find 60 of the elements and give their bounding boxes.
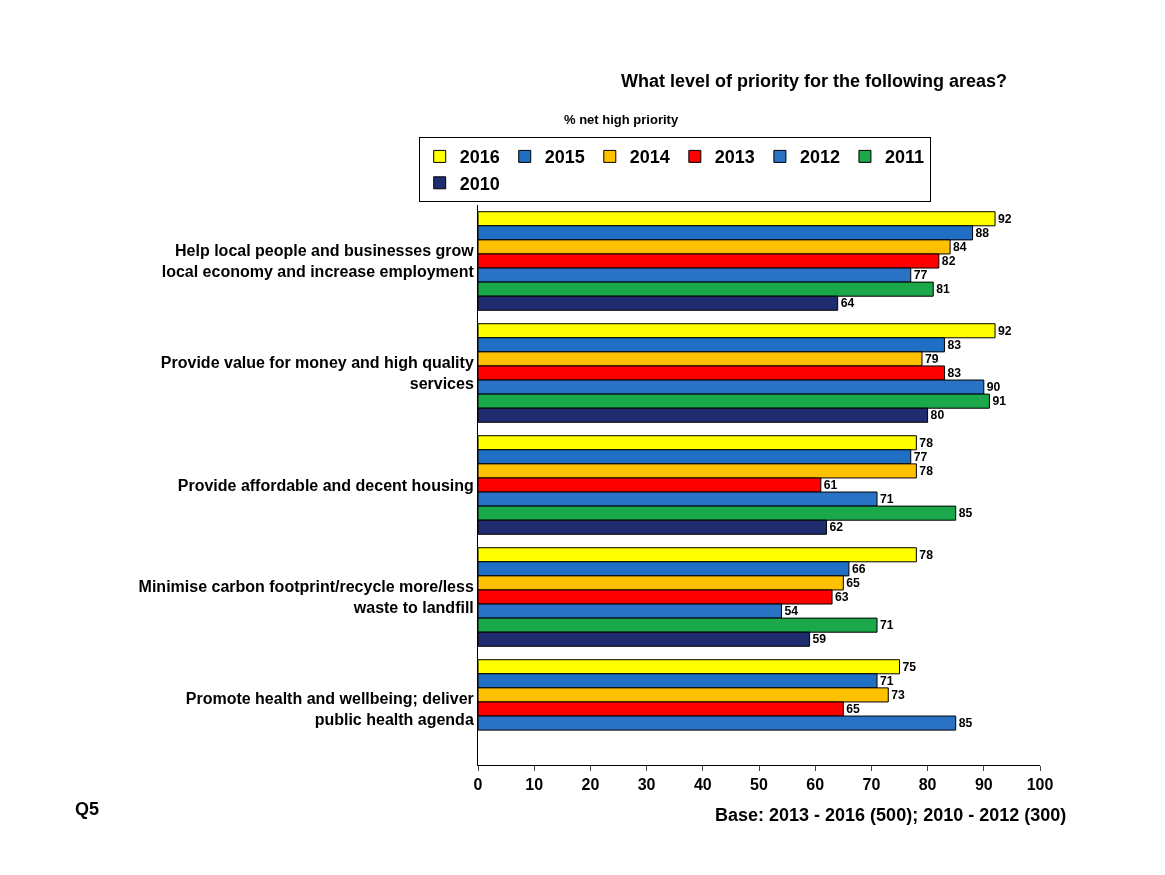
data-label: 91 <box>992 394 1007 409</box>
data-label: 77 <box>913 450 928 465</box>
x-tick-label: 20 <box>581 776 600 794</box>
data-label: 78 <box>919 464 934 479</box>
data-label: 75 <box>902 659 917 674</box>
legend-label: 2016 <box>459 147 500 168</box>
legend-label: 2010 <box>459 173 500 194</box>
y-tick-label: Promote health and wellbeing; deliver public health agenda <box>185 690 474 728</box>
legend-label: 2013 <box>714 147 755 168</box>
y-tick-label: Provide value for money and high quality services <box>160 354 474 392</box>
data-label: 77 <box>913 268 928 283</box>
data-label: 71 <box>880 492 894 507</box>
data-label: 81 <box>936 282 951 297</box>
x-tick-label: 60 <box>806 776 825 794</box>
data-label: 71 <box>880 618 894 633</box>
data-label: 83 <box>947 338 962 353</box>
chart-subtitle: % net high priority <box>564 112 679 127</box>
data-label: 65 <box>846 702 861 717</box>
legend-label: 2012 <box>799 147 840 168</box>
data-label: 62 <box>829 520 844 535</box>
legend-label: 2014 <box>629 147 670 168</box>
data-label: 90 <box>986 380 1001 395</box>
data-label: 92 <box>998 323 1012 338</box>
x-tick-label: 10 <box>525 776 544 794</box>
x-tick-label: 70 <box>862 776 881 794</box>
data-label: 82 <box>941 254 956 269</box>
data-label: 85 <box>958 716 973 731</box>
data-label: 78 <box>919 547 934 562</box>
data-label: 61 <box>823 478 838 493</box>
data-label: 79 <box>924 352 939 367</box>
x-tick-label: 80 <box>918 776 937 794</box>
data-label: 85 <box>958 506 973 521</box>
x-tick-label: 50 <box>750 776 768 794</box>
data-label: 78 <box>919 435 934 450</box>
legend-label: 2011 <box>884 147 924 168</box>
data-label: 65 <box>846 576 861 591</box>
data-label: 66 <box>851 562 866 577</box>
data-label: 80 <box>930 408 945 423</box>
x-tick-label: 0 <box>473 776 483 794</box>
data-label: 71 <box>880 674 894 689</box>
text: Base: 2013 - 2016 (500); 2010 - 2012 (300) <box>715 805 1067 825</box>
x-tick-label: 40 <box>693 776 712 794</box>
data-label: 84 <box>953 240 967 255</box>
data-label: 83 <box>947 366 962 381</box>
x-tick-label: 90 <box>974 776 993 794</box>
data-label: 59 <box>812 632 827 647</box>
data-label: 63 <box>835 590 849 605</box>
legend-label: 2015 <box>544 147 585 168</box>
data-label: 54 <box>784 604 799 619</box>
x-tick-label: 100 <box>1026 776 1054 794</box>
y-tick-label: Provide affordable and decent housing <box>177 476 474 494</box>
y-tick-label: Minimise carbon footprint/recycle more/less waste to landfill <box>138 578 474 616</box>
y-tick-label: Help local people and businesses grow local economy and increase employment <box>161 242 475 280</box>
data-label: 92 <box>998 211 1012 226</box>
data-label: 64 <box>840 296 855 311</box>
data-label: 73 <box>891 688 906 703</box>
data-label: 88 <box>975 226 990 241</box>
x-tick-label: 30 <box>637 776 656 794</box>
text: Q5 <box>75 799 100 819</box>
chart-title: What level of priority for the following areas? <box>621 71 1008 91</box>
